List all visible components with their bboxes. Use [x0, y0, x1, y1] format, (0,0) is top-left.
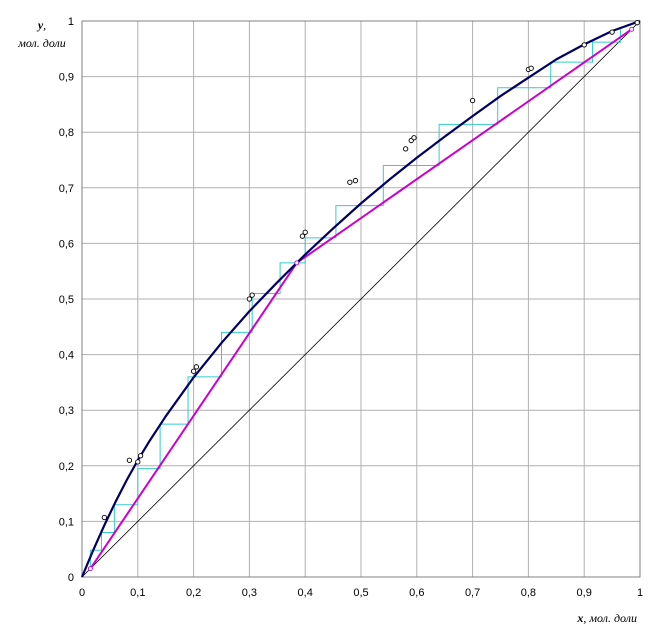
experimental-point	[352, 177, 359, 184]
x-tick-label: 0,9	[577, 587, 592, 599]
experimental-point	[126, 457, 133, 463]
x-tick-label: 0,3	[242, 587, 257, 599]
y-tick-label: 0,5	[59, 294, 74, 306]
series-layer	[80, 19, 641, 578]
y-tick-label: 0,6	[59, 238, 74, 250]
y-axis-symbol: y	[36, 18, 44, 32]
x-axis-title: x, мол. доли	[576, 611, 637, 625]
x-tick-label: 0,5	[353, 587, 368, 599]
x-tick-label: 0,1	[130, 587, 145, 599]
y-tick-label: 0,4	[59, 350, 74, 362]
x-tick-label: 0,8	[521, 587, 536, 599]
experimental-point	[469, 97, 476, 104]
experimental-point	[609, 29, 615, 35]
y-tick-label: 0,1	[59, 516, 74, 528]
experimental-point	[190, 368, 197, 374]
experimental-point	[347, 179, 353, 185]
experimental-point	[581, 42, 587, 48]
x-axis-unit: , мол. доли	[583, 611, 637, 625]
equilibrium-curve	[80, 19, 641, 578]
y-axis-unit: мол. доли	[17, 36, 66, 50]
y-tick-label: 0,7	[59, 183, 74, 195]
y-axis-comma: ,	[43, 18, 46, 32]
y-tick-labels: 0 0,1 0,2 0,3 0,4 0,5 0,6 0,7 0,8 0,9 1	[59, 16, 74, 584]
x-tick-label: 0,6	[409, 587, 424, 599]
diagonal-line	[81, 20, 641, 578]
experimental-point	[402, 146, 409, 152]
operating-line-start-point	[87, 566, 93, 572]
y-tick-label: 0,3	[59, 405, 74, 417]
experimental-point	[137, 453, 144, 459]
x-tick-labels: 0 0,1 0,2 0,3 0,4 0,5 0,6 0,7 0,8 0,9 1	[79, 587, 643, 599]
x-tick-label: 0,2	[186, 587, 201, 599]
experimental-point	[101, 514, 107, 521]
y-tick-label: 0,2	[59, 461, 74, 473]
x-tick-label: 0,7	[465, 587, 480, 599]
operating-line-end-point	[629, 26, 635, 32]
experimental-point	[135, 459, 141, 465]
operating-line-intersection-point	[294, 260, 300, 266]
experimental-point	[634, 20, 640, 26]
y-tick-label: 0,9	[59, 72, 74, 84]
x-axis-symbol: x	[576, 611, 583, 625]
x-tick-label: 0	[79, 587, 85, 599]
y-axis-title: y,	[36, 18, 46, 32]
x-tick-label: 0,4	[298, 587, 313, 599]
y-tick-label: 1	[68, 16, 74, 28]
experimental-point	[411, 135, 417, 141]
experimental-point	[299, 233, 306, 239]
plot-frame	[81, 20, 641, 578]
y-tick-label: 0	[68, 572, 74, 584]
experimental-point	[302, 229, 308, 235]
experimental-point	[528, 65, 534, 71]
experimental-point	[246, 296, 253, 302]
experimental-point	[193, 364, 200, 370]
y-tick-label: 0,8	[59, 127, 74, 139]
x-tick-label: 1	[637, 587, 643, 599]
experimental-point	[249, 292, 255, 298]
